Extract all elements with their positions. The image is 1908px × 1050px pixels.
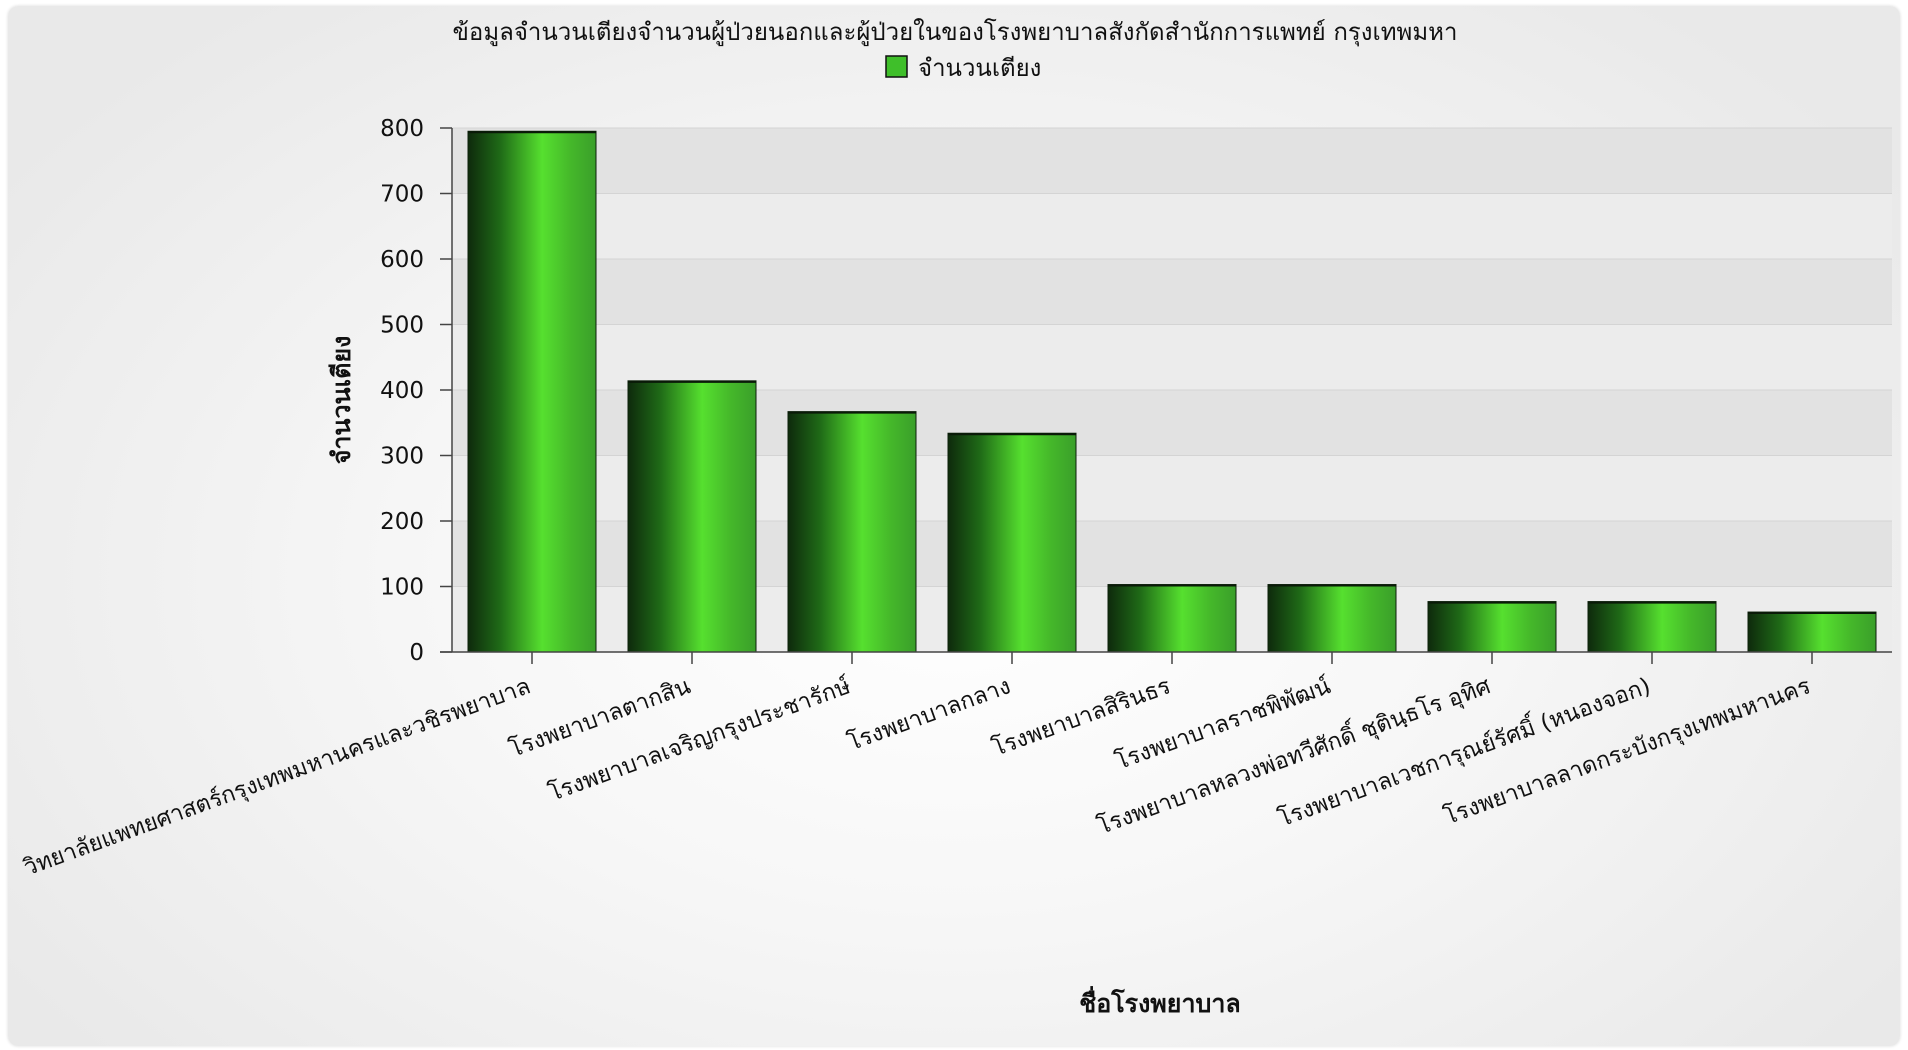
axes [440,128,1892,664]
bar [467,130,597,653]
y-tick-label: 100 [380,575,424,601]
y-tick-label: 800 [380,116,424,142]
y-tick-label: 200 [380,509,424,535]
x-category-label: โรงพยาบาลเจริญกรุงประชารักษ์ [545,672,855,807]
y-tick-label: 400 [380,378,424,404]
plot-band [452,259,1892,325]
y-tick-label: 700 [380,182,424,208]
y-tick-label: 600 [380,247,424,273]
chart-title: ข้อมูลจำนวนเตียงจำนวนผู้ป่วยนอกและผู้ป่ว… [453,18,1458,47]
plot-band [452,128,1892,194]
y-tick-label: 0 [409,640,424,666]
bar [947,432,1077,653]
bar [1267,584,1397,653]
bar [787,411,917,653]
y-tick-label: 500 [380,313,424,339]
bar [1107,584,1237,653]
x-axis-title: ชื่อโรงพยาบาล [1079,986,1240,1018]
plot-band [452,193,1892,259]
x-category-label: วิทยาลัยแพทยศาสตร์กรุงเทพมหานครและวชิรพย… [20,672,534,881]
bar [1587,601,1717,653]
bar [627,380,757,653]
legend-label: จำนวนเตียง [918,54,1041,82]
x-category-label: โรงพยาบาลกลาง [844,672,1014,756]
bar [1427,601,1557,653]
y-tick-labels: 0 100 200 300 400 500 600 700 800 [380,116,424,666]
legend-swatch [885,55,908,78]
y-tick-label: 300 [380,444,424,470]
bar [1747,611,1877,653]
y-axis-title: จำนวนเตียง [327,336,356,465]
legend: จำนวนเตียง [885,54,1041,82]
bars [467,130,1877,653]
x-category-labels: วิทยาลัยแพทยศาสตร์กรุงเทพมหานครและวชิรพย… [20,668,1814,881]
plot-band [452,324,1892,390]
